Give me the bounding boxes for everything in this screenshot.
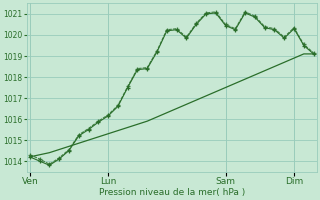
X-axis label: Pression niveau de la mer( hPa ): Pression niveau de la mer( hPa ): [99, 188, 245, 197]
